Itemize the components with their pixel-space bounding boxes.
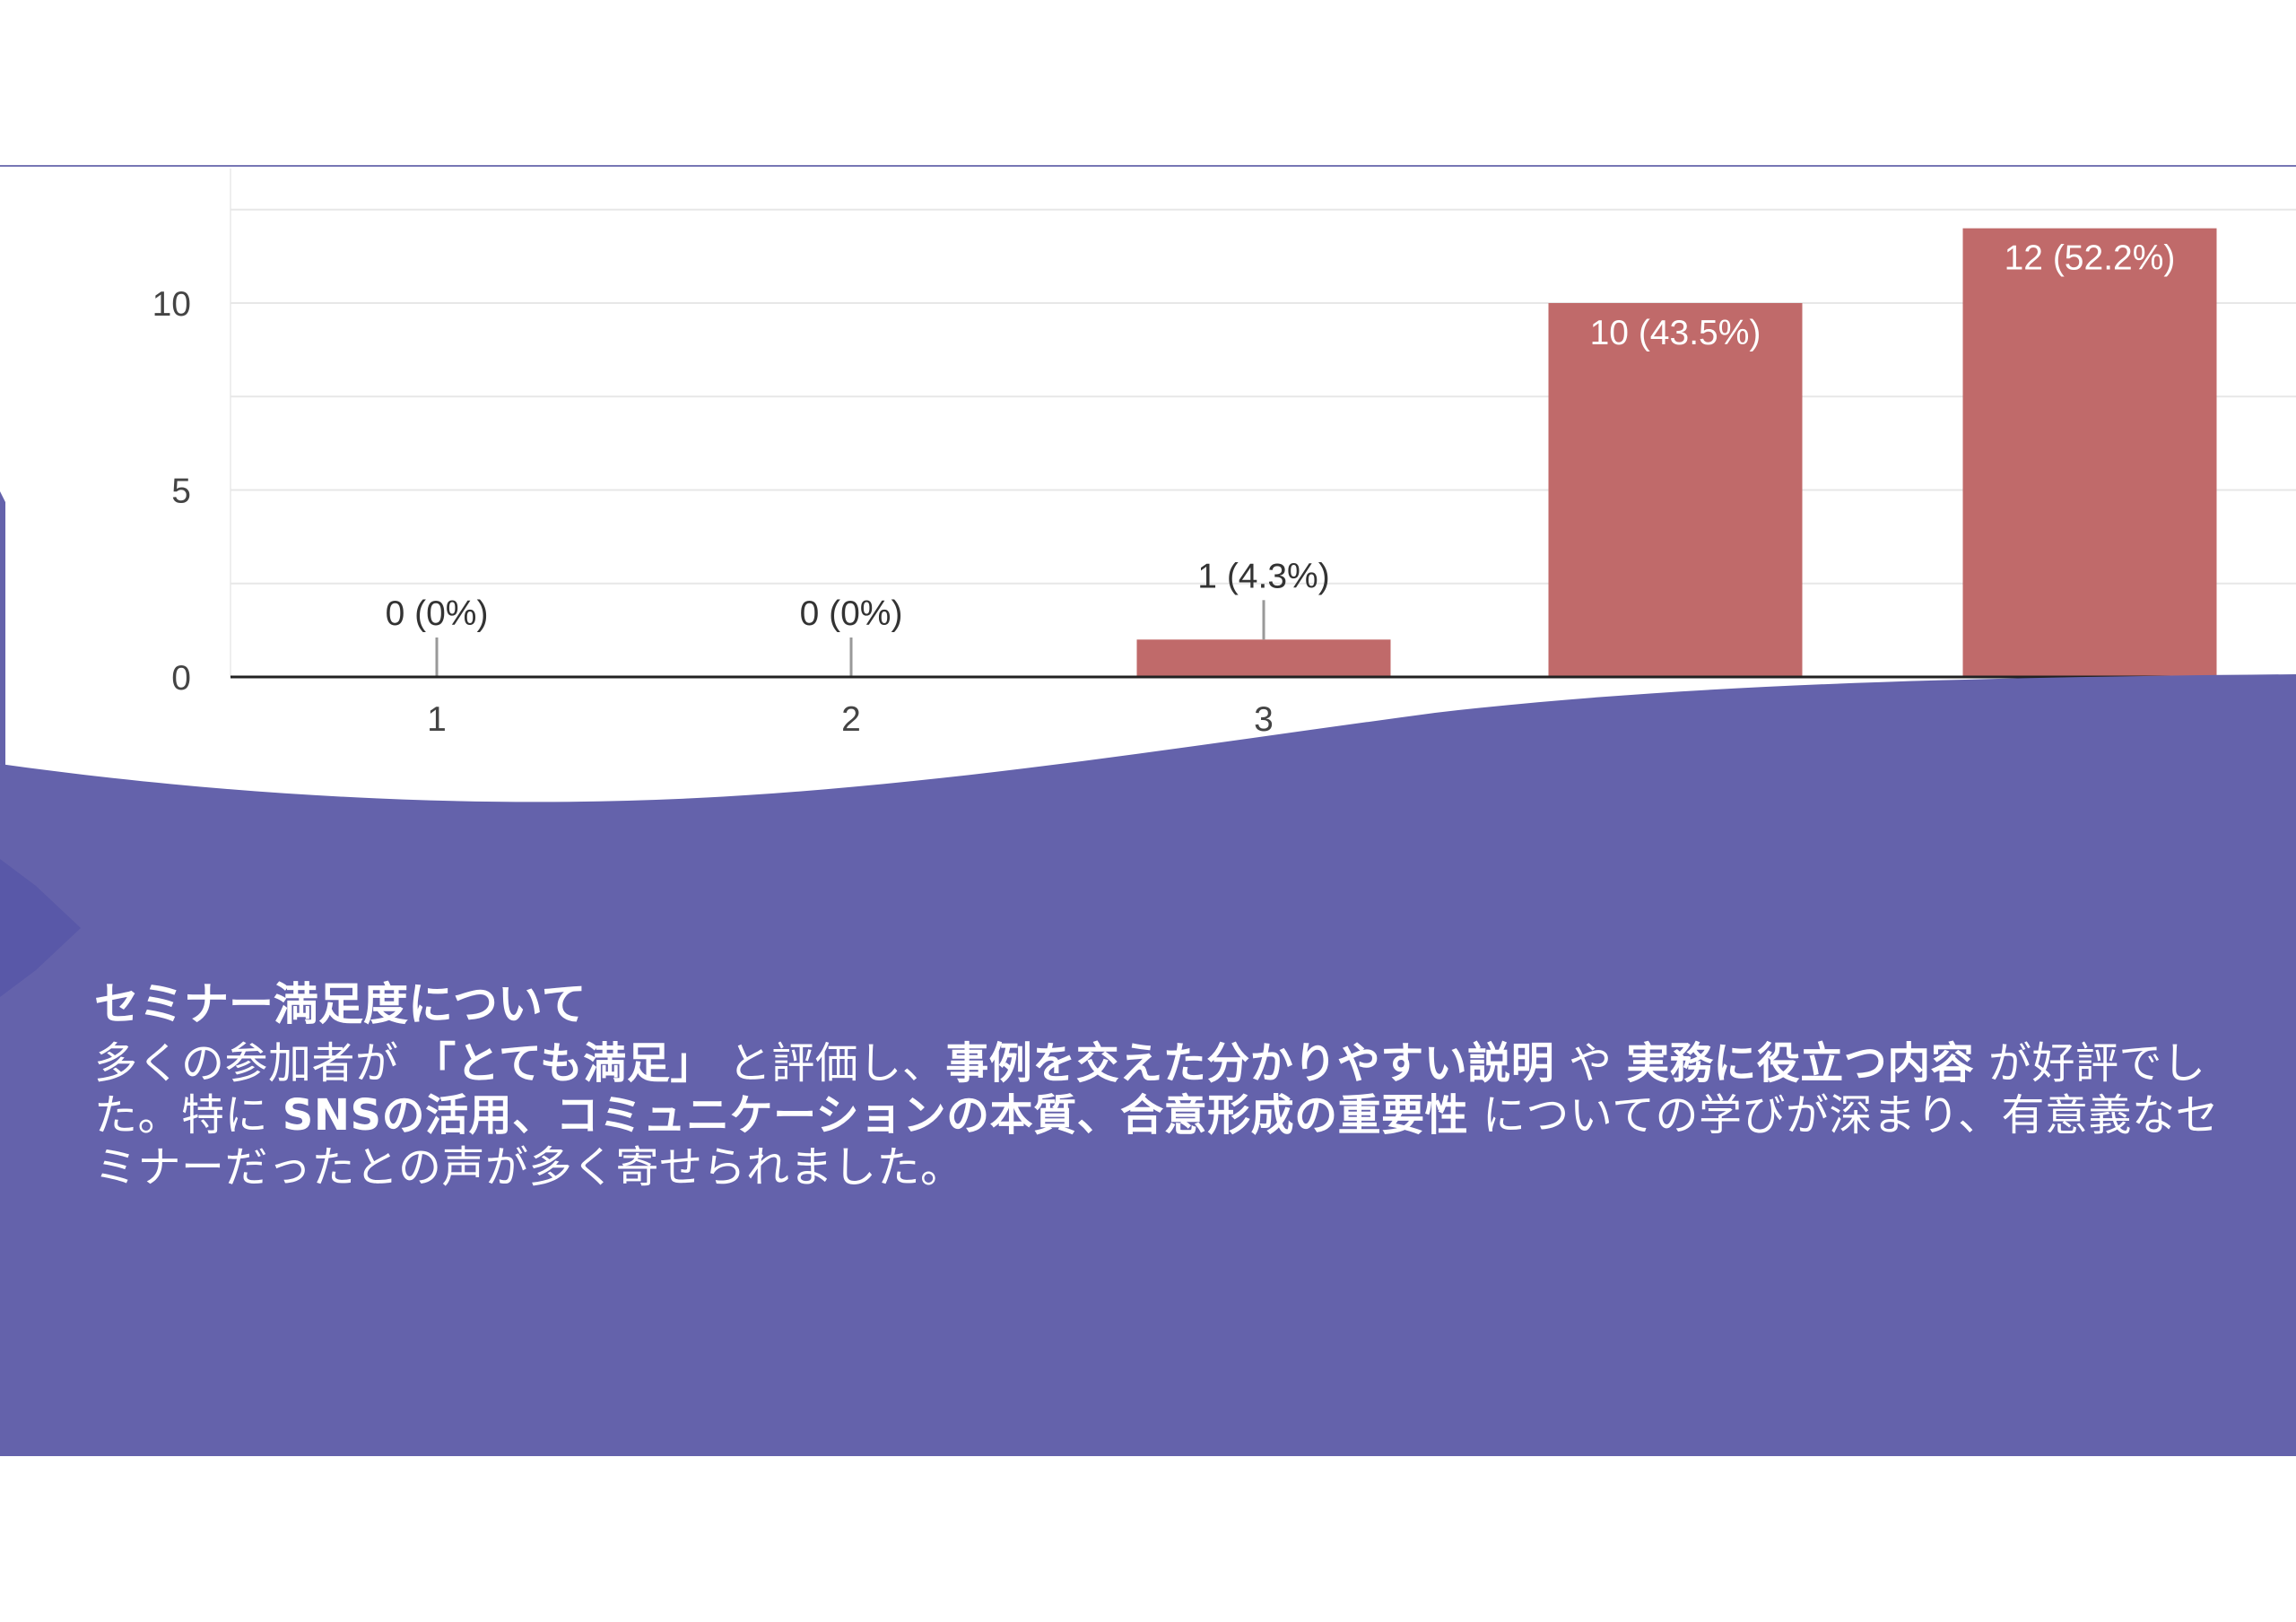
data-label: 1 (4.3%) xyxy=(1197,557,1329,595)
gridlines xyxy=(230,208,2296,585)
bar xyxy=(1548,303,1803,677)
emphasis-text: 実務に役立つ内容 xyxy=(1626,1038,1975,1089)
bar xyxy=(1962,228,2217,677)
data-label: 12 (52.2%) xyxy=(2005,239,2176,278)
x-tick-label: 2 xyxy=(841,700,861,739)
emphasis-text: SNSの活用、コミュニケーションの本質、合意形成の重要性 xyxy=(282,1090,1469,1141)
y-tick-label: 0 xyxy=(171,659,191,698)
section-heading: セミナー満足度について xyxy=(94,978,587,1030)
bars xyxy=(1136,228,2217,677)
emphasis-text: 「とても満足」 xyxy=(413,1038,714,1089)
bar xyxy=(1136,639,1391,677)
data-label: 0 (0%) xyxy=(386,594,489,633)
label-leader-lines xyxy=(435,600,1265,677)
y-tick-label: 10 xyxy=(152,285,191,324)
banner-left-sliver xyxy=(0,491,5,767)
body-text-run: と評価し、 xyxy=(713,1038,946,1089)
body-text-run: 多くの参加者が xyxy=(94,1038,413,1089)
x-axis-ticks: 1 2 3 xyxy=(427,700,1274,739)
body-text-run: や xyxy=(1554,1038,1627,1089)
data-label: 0 (0%) xyxy=(800,594,903,633)
emphasis-text: 事例を交えた分かりやすい説明 xyxy=(945,1038,1555,1089)
arrow-chevron-shape xyxy=(0,859,81,997)
purple-banner xyxy=(0,674,2296,1456)
summary-paragraph: 多くの参加者が 「とても満足」 と評価し、事例を交えた分かりやすい説明 や 実務… xyxy=(94,1037,2247,1193)
x-tick-label: 3 xyxy=(1254,700,1274,739)
data-label: 10 (43.5%) xyxy=(1590,314,1761,352)
y-axis-ticks: 0 5 10 xyxy=(152,285,191,698)
summary-section: セミナー満足度について 多くの参加者が 「とても満足」 と評価し、事例を交えた分… xyxy=(94,973,2247,1193)
x-tick-label: 1 xyxy=(427,700,447,739)
body-text-run: が好評でした。特に xyxy=(94,1038,2206,1141)
y-tick-label: 5 xyxy=(171,473,191,511)
body-text-run: についての学びが深まり、有意義なセミナーだったとの声が多く寄せられました。 xyxy=(94,1090,2220,1193)
data-labels: 0 (0%) 0 (0%) 1 (4.3%) 10 (43.5%) 12 (52.2%) xyxy=(386,239,2176,633)
